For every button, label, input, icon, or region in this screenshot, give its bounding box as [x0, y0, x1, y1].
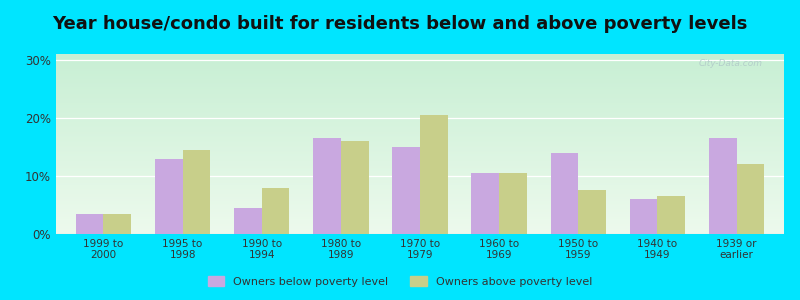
Bar — [103, 214, 131, 234]
Bar — [737, 164, 764, 234]
Bar — [709, 138, 737, 234]
Bar — [76, 214, 103, 234]
Bar — [471, 173, 499, 234]
Bar — [341, 141, 369, 234]
Bar — [550, 153, 578, 234]
Bar — [420, 115, 448, 234]
Legend: Owners below poverty level, Owners above poverty level: Owners below poverty level, Owners above… — [203, 272, 597, 291]
Bar — [182, 150, 210, 234]
Bar — [630, 199, 658, 234]
Text: City-Data.com: City-Data.com — [698, 59, 762, 68]
Bar — [155, 158, 182, 234]
Text: Year house/condo built for residents below and above poverty levels: Year house/condo built for residents bel… — [52, 15, 748, 33]
Bar — [262, 188, 290, 234]
Bar — [392, 147, 420, 234]
Bar — [313, 138, 341, 234]
Bar — [578, 190, 606, 234]
Bar — [658, 196, 685, 234]
Bar — [499, 173, 527, 234]
Bar — [234, 208, 262, 234]
